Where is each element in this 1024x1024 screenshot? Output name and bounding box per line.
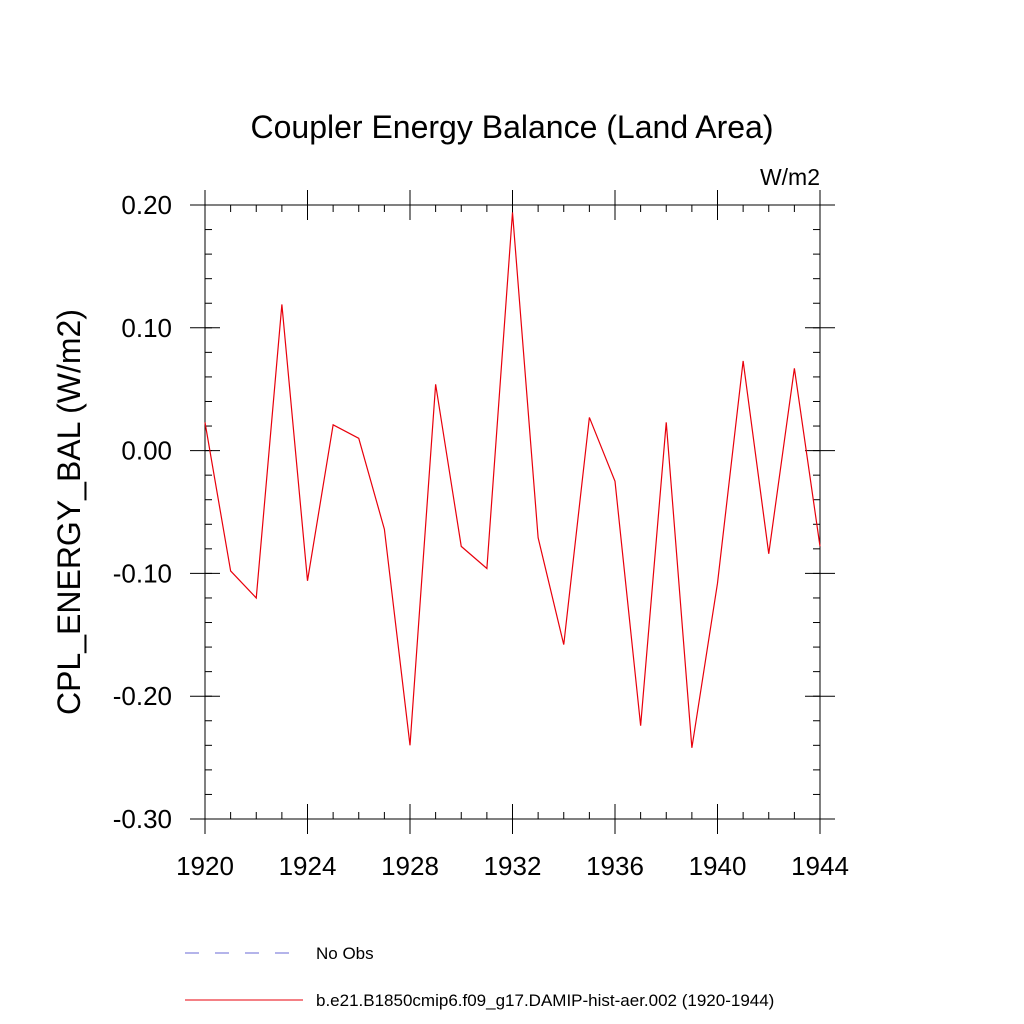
chart-title: Coupler Energy Balance (Land Area) [251, 109, 774, 145]
x-tick-label: 1944 [791, 851, 849, 881]
legend-label: No Obs [316, 944, 374, 963]
x-tick-label: 1940 [689, 851, 747, 881]
x-tick-label: 1932 [484, 851, 542, 881]
series-group [204, 212, 821, 748]
y-tick-label: -0.10 [113, 558, 172, 588]
series-line [204, 212, 821, 748]
x-tick-label: 1924 [279, 851, 337, 881]
x-tick-label: 1928 [381, 851, 439, 881]
legend-label: b.e21.B1850cmip6.f09_g17.DAMIP-hist-aer.… [316, 991, 774, 1010]
y-tick-label: 0.20 [121, 190, 172, 220]
plot-frame [204, 204, 821, 820]
units-label: W/m2 [760, 164, 820, 190]
y-axis-label: CPL_ENERGY_BAL (W/m2) [51, 309, 87, 715]
y-tick-label: 0.10 [121, 313, 172, 343]
y-tick-label: -0.20 [113, 681, 172, 711]
x-tick-label: 1936 [586, 851, 644, 881]
y-tick-label: 0.00 [121, 436, 172, 466]
legend: No Obs b.e21.B1850cmip6.f09_g17.DAMIP-his… [185, 944, 774, 1010]
tick-labels: 1920 1924 1928 1932 1936 1940 1944 0.20 0.10 0.00… [113, 190, 849, 881]
x-tick-label: 1920 [176, 851, 234, 881]
axis-ticks [190, 190, 835, 834]
y-tick-label: -0.30 [113, 804, 172, 834]
